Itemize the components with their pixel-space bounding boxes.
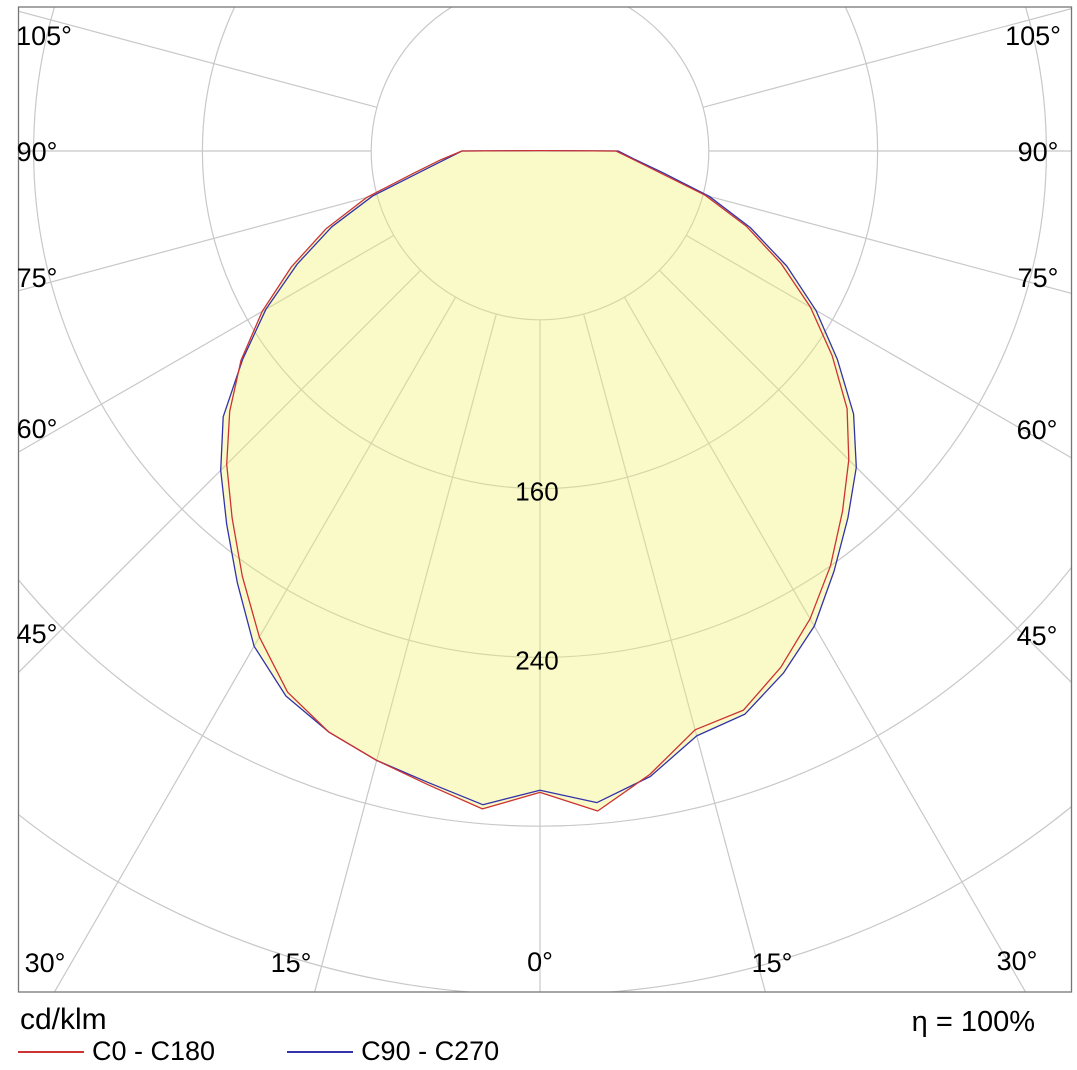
angle-label: 45° bbox=[1017, 621, 1058, 651]
curve-c90-c270 bbox=[220, 149, 857, 806]
angle-label: 0° bbox=[527, 947, 553, 977]
legend-line-c0-c180 bbox=[18, 1050, 84, 1053]
angle-label: 30° bbox=[997, 946, 1038, 976]
legend-entry-c90: C90 - C270 bbox=[287, 1036, 499, 1067]
legend-label-c0-c180: C0 - C180 bbox=[92, 1036, 216, 1066]
angle-label: 15° bbox=[752, 948, 793, 978]
angle-labels: 105° 90° 75° 60° 45° 30° 15° 0° 15° 30° 45° 60° 75° 9… bbox=[16, 21, 1061, 978]
angle-label: 30° bbox=[25, 948, 66, 978]
value-labels: 160 240 bbox=[515, 477, 558, 676]
plot-frame bbox=[17, 6, 1073, 993]
curve-c0-c180 bbox=[226, 149, 850, 812]
angle-label: 90° bbox=[17, 137, 58, 167]
angle-label: 15° bbox=[271, 948, 312, 978]
angle-label: 45° bbox=[17, 619, 58, 649]
angle-label: 75° bbox=[17, 263, 58, 293]
intensity-fill bbox=[220, 150, 857, 812]
legend-entry-c0: C0 - C180 bbox=[18, 1036, 215, 1067]
efficiency-label: η = 100% bbox=[911, 1006, 1035, 1038]
value-label: 160 bbox=[515, 477, 558, 507]
angle-label: 105° bbox=[1005, 21, 1061, 51]
legend-label-c90-c270: C90 - C270 bbox=[361, 1036, 500, 1066]
angle-label: 60° bbox=[1017, 415, 1058, 445]
angle-label: 60° bbox=[17, 414, 58, 444]
angle-label: 105° bbox=[16, 21, 72, 51]
legend: C0 - C180 C90 - C270 bbox=[18, 1036, 499, 1067]
legend-line-c90-c270 bbox=[287, 1050, 354, 1053]
unit-label: cd/klm bbox=[20, 1003, 107, 1036]
angle-label: 75° bbox=[1018, 263, 1059, 293]
value-label: 240 bbox=[515, 645, 558, 675]
angle-label: 90° bbox=[1018, 137, 1059, 167]
